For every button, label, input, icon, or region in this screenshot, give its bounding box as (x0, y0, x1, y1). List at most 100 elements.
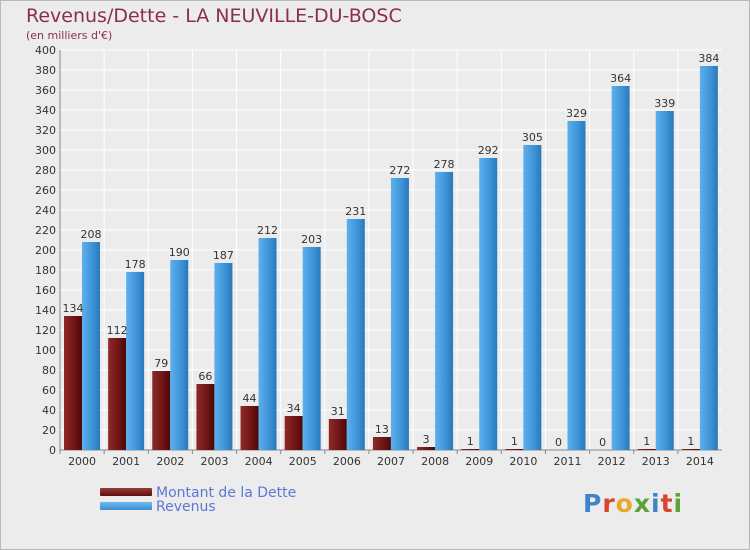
logo-letter: x (633, 489, 651, 518)
logo-letter: t (660, 489, 674, 518)
data-label-dette: 79 (154, 357, 168, 370)
data-label-revenus: 212 (257, 224, 278, 237)
data-label-revenus: 305 (522, 131, 543, 144)
x-tick-label: 2014 (686, 455, 714, 468)
bar-revenus (655, 111, 674, 450)
data-label-dette: 112 (107, 324, 128, 337)
data-label-revenus: 384 (698, 52, 719, 65)
bar-dette (505, 449, 524, 450)
bar-revenus (699, 66, 718, 450)
y-tick-label: 360 (35, 84, 56, 97)
bar-dette (372, 437, 391, 450)
data-label-revenus: 272 (389, 164, 410, 177)
logo-letter: r (602, 489, 616, 518)
x-tick-label: 2005 (289, 455, 317, 468)
data-label-revenus: 203 (301, 233, 322, 246)
chart-title: Revenus/Dette - LA NEUVILLE-DU-BOSC (26, 5, 402, 27)
x-tick-label: 2013 (642, 455, 670, 468)
y-tick-label: 160 (35, 284, 56, 297)
logo-letter: o (615, 489, 634, 518)
y-tick-label: 60 (42, 384, 56, 397)
data-label-dette: 13 (375, 423, 389, 436)
y-tick-label: 40 (42, 404, 56, 417)
bar-revenus (302, 247, 321, 450)
bar-revenus (346, 219, 365, 450)
y-tick-label: 260 (35, 184, 56, 197)
y-tick-label: 180 (35, 264, 56, 277)
data-label-revenus: 208 (81, 228, 102, 241)
legend-label-debt: Montant de la Dette (156, 485, 297, 501)
legend-swatch-debt (100, 488, 152, 496)
data-label-dette: 1 (467, 435, 474, 448)
bar-dette (108, 338, 127, 450)
bar-dette (637, 449, 656, 450)
x-tick-label: 2011 (554, 455, 582, 468)
chart-subtitle: (en milliers d'€) (26, 29, 113, 42)
y-tick-label: 320 (35, 124, 56, 137)
y-tick-label: 80 (42, 364, 56, 377)
data-label-dette: 1 (687, 435, 694, 448)
bar-dette (196, 384, 215, 450)
data-label-dette: 1 (643, 435, 650, 448)
y-tick-label: 220 (35, 224, 56, 237)
bar-dette (328, 419, 347, 450)
y-tick-label: 120 (35, 324, 56, 337)
data-label-dette: 134 (63, 302, 84, 315)
data-label-dette: 31 (331, 405, 345, 418)
bar-revenus (567, 121, 586, 450)
y-tick-label: 240 (35, 204, 56, 217)
data-label-revenus: 190 (169, 246, 190, 259)
data-label-dette: 66 (198, 370, 212, 383)
bar-revenus (611, 86, 630, 450)
bar-revenus (435, 172, 454, 450)
y-tick-label: 380 (35, 64, 56, 77)
x-tick-label: 2012 (598, 455, 626, 468)
data-label-dette: 44 (243, 392, 257, 405)
bar-dette (64, 316, 82, 450)
data-label-dette: 34 (287, 402, 301, 415)
bar-dette (152, 371, 171, 450)
bar-dette (240, 406, 259, 450)
logo-letter: P (583, 489, 603, 518)
bar-revenus (523, 145, 542, 450)
data-label-dette: 3 (423, 433, 430, 446)
x-tick-label: 2006 (333, 455, 361, 468)
legend-swatch-revenus (100, 502, 152, 510)
y-tick-label: 400 (35, 44, 56, 57)
bar-dette (417, 447, 436, 450)
x-tick-label: 2002 (156, 455, 184, 468)
bar-dette (461, 449, 480, 450)
data-label-revenus: 187 (213, 249, 234, 262)
x-tick-label: 2007 (377, 455, 405, 468)
x-tick-label: 2008 (421, 455, 449, 468)
bar-dette (681, 449, 700, 450)
logo-letter: i (651, 489, 661, 518)
legend-label-revenus: Revenus (156, 499, 216, 515)
data-label-revenus: 292 (478, 144, 499, 157)
x-tick-label: 2010 (509, 455, 537, 468)
y-tick-label: 280 (35, 164, 56, 177)
bar-dette (284, 416, 303, 450)
x-tick-label: 2004 (245, 455, 273, 468)
data-label-dette: 1 (511, 435, 518, 448)
x-tick-label: 2009 (465, 455, 493, 468)
y-tick-label: 140 (35, 304, 56, 317)
bar-revenus (170, 260, 189, 450)
y-tick-label: 300 (35, 144, 56, 157)
x-tick-label: 2001 (112, 455, 140, 468)
y-tick-label: 340 (35, 104, 56, 117)
y-tick-label: 20 (42, 424, 56, 437)
data-label-revenus: 329 (566, 107, 587, 120)
x-tick-label: 2000 (68, 455, 96, 468)
bar-revenus (126, 272, 145, 450)
data-label-revenus: 178 (125, 258, 146, 271)
bar-revenus (258, 238, 277, 450)
data-label-revenus: 364 (610, 72, 631, 85)
data-label-revenus: 278 (434, 158, 455, 171)
bar-revenus (82, 242, 100, 450)
proxiti-logo: Proxiti (583, 489, 683, 518)
y-tick-label: 200 (35, 244, 56, 257)
y-tick-label: 100 (35, 344, 56, 357)
logo-letter: i (673, 489, 684, 518)
